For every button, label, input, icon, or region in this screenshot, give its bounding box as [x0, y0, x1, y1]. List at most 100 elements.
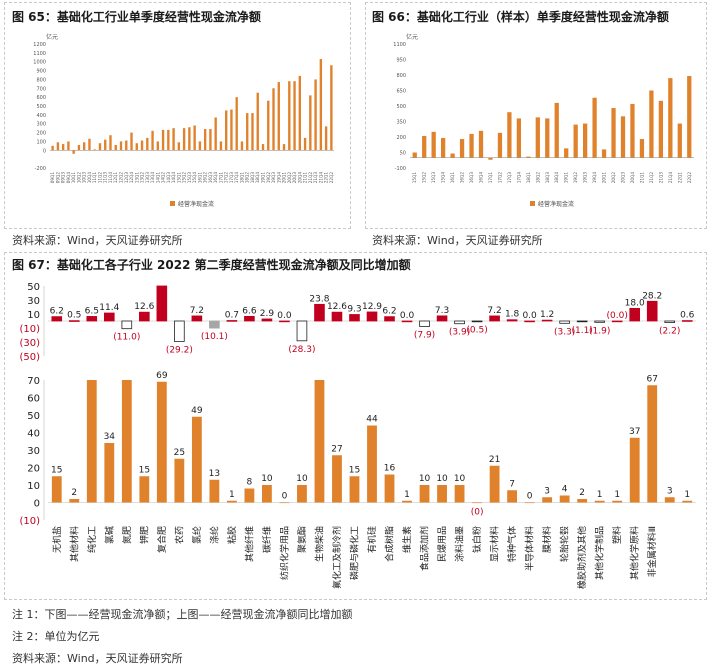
fig67-bottom-data-label: 44 [366, 415, 378, 425]
fig67-bottom-bar [682, 500, 693, 503]
fig66-xtick-label: 20Q1 [602, 172, 607, 184]
fig67-top-bar [454, 320, 465, 325]
fig65-xtick-label: 10Q3 [82, 172, 87, 184]
fig67-top-data-label: (0.0) [607, 311, 628, 321]
fig67-top-data-label: 0.0 [400, 311, 415, 321]
fig65-ytick-label: 0 [43, 148, 46, 154]
fig67-bottom-data-label: 21 [489, 455, 500, 465]
fig65-bar [61, 144, 65, 151]
fig65-bar [188, 127, 191, 151]
fig67-bottom-data-label: 0 [282, 492, 288, 502]
fig67-top-data-label: (29.2) [166, 345, 193, 355]
fig67-top-data-label: 2.9 [260, 309, 275, 319]
fig65-ytick-label: 600 [36, 95, 46, 101]
fig67-top-bar [646, 300, 658, 322]
fig65-bar [72, 150, 75, 154]
fig65-xtick-label: 16Q4 [213, 172, 218, 184]
fig67-bottom-data-label: 49 [191, 406, 203, 416]
fig67-bottom-bar [472, 502, 482, 504]
fig67-top-bar [139, 311, 150, 322]
fig67-top-data-label: 0.7 [225, 311, 239, 321]
fig66-xtick-label: 18Q2 [535, 172, 540, 184]
fig67-top-data-label: 0.0 [277, 311, 292, 321]
fig65-xtick-label: 12Q4 [129, 172, 134, 184]
fig66-bar [422, 135, 427, 158]
fig66-ytick-label: 650 [396, 89, 406, 95]
fig67-top-data-label: 7.3 [435, 306, 449, 316]
fig66-legend-swatch [530, 201, 535, 206]
fig67-top-bar [86, 316, 98, 322]
fig67-bottom-bar [629, 437, 640, 503]
fig67-top-data-label: (0.5) [466, 325, 487, 335]
fig65-bar [104, 139, 107, 151]
fig66-ytick-label: 200 [396, 135, 406, 141]
fig67-bottom-bar [139, 476, 150, 503]
fig66-bar [488, 157, 493, 160]
fig65-bar [230, 109, 233, 151]
fig67-top-bar [261, 318, 273, 322]
fig67-top-ytick-label: 50 [27, 282, 40, 293]
fig65-bar [88, 138, 91, 151]
fig67-category-label: 其他材料 [68, 526, 80, 562]
fig65-xtick-label: 18Q1 [239, 172, 244, 184]
fig67-top-bar [244, 315, 255, 322]
fig67-top-bar [594, 320, 605, 323]
fig66-xtick-label: 18Q3 [545, 172, 550, 184]
fig67-bottom-data-label: 27 [331, 444, 342, 454]
fig67-bottom-bar [594, 500, 605, 503]
fig67-category-label: 民爆用品 [436, 526, 448, 562]
fig67-bottom-data-label: 1 [614, 490, 620, 500]
fig66-xtick-label: 20Q4 [630, 172, 635, 184]
fig66-xtick-label: 22Q2 [687, 172, 692, 184]
fig66-bar [535, 117, 540, 158]
fig65-bar [277, 82, 280, 151]
fig65-xtick-label: 20Q2 [287, 172, 292, 184]
fig67-top-data-label: 1.8 [505, 310, 520, 320]
fig67-category-label: 其他化学制品 [594, 526, 606, 580]
fig67-top-bar [471, 320, 483, 323]
fig66-xtick-label: 16Q2 [460, 172, 465, 184]
fig66-bar [620, 116, 626, 158]
fig66-xtick-label: 17Q4 [516, 172, 521, 184]
fig65-xtick-label: 12Q2 [119, 172, 124, 184]
fig67-top-ytick-label: 30 [27, 296, 40, 307]
fig67-top-ytick-label: (30) [19, 338, 40, 349]
fig67-category-label: 磷肥与磷化工 [348, 526, 360, 580]
fig67-bottom-bar [156, 381, 167, 503]
fig67-bottom-bar [174, 458, 185, 503]
fig66-xtick-label: 18Q4 [554, 172, 559, 184]
fig67-top-ytick-label: (50) [19, 352, 40, 363]
fig67-top-bar [541, 319, 553, 322]
fig65-panel [4, 2, 351, 229]
fig65-ytick-label: 400 [36, 113, 46, 119]
fig66-ytick-label: 500 [396, 104, 406, 110]
fig67-category-label: 轮胎轮毂 [559, 526, 571, 562]
fig66-xtick-label: 21Q1 [639, 172, 644, 184]
fig66-xtick-label: 17Q2 [497, 172, 502, 184]
fig67-bottom-data-label: 0 [527, 492, 533, 502]
fig67-top-bar [191, 315, 203, 322]
fig65-xtick-label: 20Q4 [297, 172, 302, 184]
fig67-top-data-label: 1.2 [540, 310, 554, 320]
fig65-bar [140, 140, 144, 151]
fig67-bottom-data-label: 4 [562, 485, 568, 495]
fig66-bar [658, 100, 663, 158]
fig65-xtick-label: 10Q1 [71, 172, 76, 184]
fig67-category-label: 无机盐 [51, 526, 63, 553]
fig65-xtick-label: 09Q2 [55, 172, 60, 184]
fig67-top-data-label: (1.9) [589, 326, 610, 336]
fig67-bottom-data-label: 10 [261, 474, 273, 484]
fig67-category-label: 橡胶助剂及其他 [576, 526, 588, 589]
fig65-bar [156, 141, 159, 151]
fig65-bar [214, 117, 217, 151]
fig65-bar [235, 97, 238, 151]
fig67-bottom-bar [104, 443, 115, 503]
fig66-bar [469, 133, 474, 158]
fig66-bar [573, 124, 578, 158]
fig66-ytick-label: 350 [396, 120, 406, 126]
fig66-ytick-label: 50 [400, 151, 406, 157]
fig65-xtick-label: 13Q1 [134, 172, 139, 184]
fig67-top-data-label: 7.2 [190, 306, 204, 316]
fig67-bottom-data-label: 10 [419, 474, 431, 484]
fig65-bar [177, 142, 181, 151]
